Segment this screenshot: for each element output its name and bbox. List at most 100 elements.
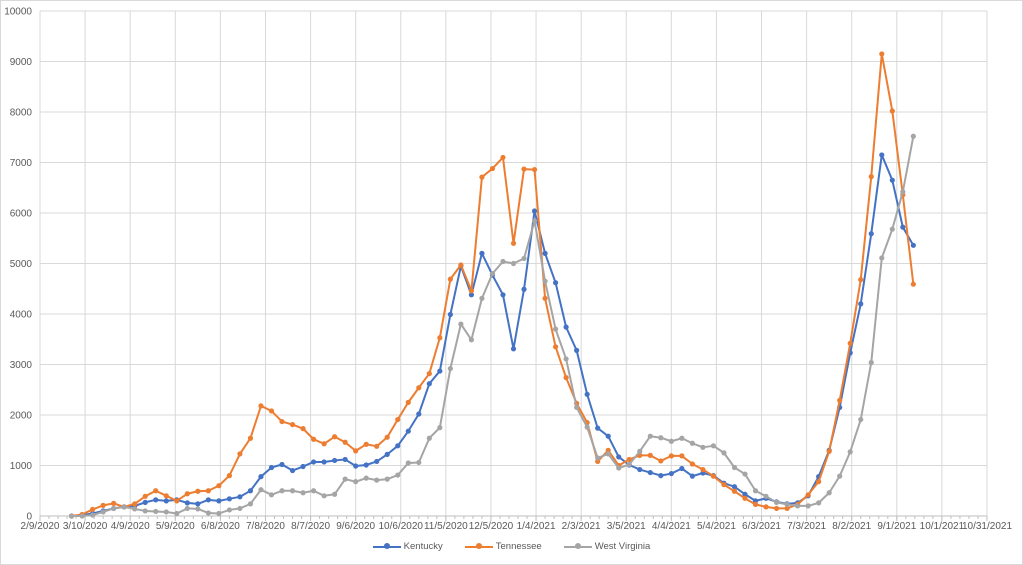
data-point — [163, 493, 169, 499]
x-tick-label: 10/6/2020 — [379, 521, 424, 532]
data-point — [384, 434, 390, 440]
data-point — [889, 177, 895, 183]
legend-marker — [464, 543, 493, 549]
data-point — [731, 484, 738, 490]
data-point — [647, 469, 653, 476]
legend-label: Kentucky — [403, 541, 443, 552]
data-point — [395, 416, 401, 423]
data-point — [700, 466, 706, 473]
data-point — [479, 250, 485, 256]
data-point — [195, 506, 201, 512]
data-point — [374, 458, 380, 465]
series-line-kentucky — [71, 153, 915, 517]
y-tick-label: 9000 — [10, 57, 33, 68]
data-point — [679, 453, 685, 459]
data-point — [195, 488, 201, 494]
data-point — [163, 498, 169, 504]
data-point — [353, 479, 359, 485]
data-point — [763, 504, 769, 510]
data-point — [468, 292, 475, 298]
y-tick-label: 3000 — [10, 360, 33, 371]
data-point — [563, 356, 569, 362]
data-point — [79, 513, 85, 519]
data-point — [868, 359, 874, 366]
data-point — [174, 510, 180, 517]
data-point — [468, 288, 475, 294]
data-point — [468, 337, 475, 343]
data-point — [668, 453, 674, 459]
data-point — [773, 499, 780, 505]
data-point — [584, 424, 590, 430]
data-point — [216, 498, 222, 504]
data-point — [826, 490, 832, 496]
data-point — [395, 443, 401, 449]
data-point — [111, 500, 117, 506]
legend-marker — [563, 543, 592, 549]
x-tick-label: 2/9/2020 — [21, 521, 60, 532]
data-point — [847, 340, 853, 346]
data-point — [773, 505, 780, 512]
x-tick-label: 1/4/2021 — [517, 521, 556, 532]
data-point — [531, 218, 538, 224]
x-tick-label: 4/9/2020 — [111, 521, 150, 532]
data-point — [858, 416, 864, 423]
data-point — [837, 397, 843, 403]
data-point — [142, 493, 148, 499]
data-point — [784, 501, 790, 507]
data-point — [689, 473, 695, 479]
data-point — [574, 347, 580, 353]
data-point — [858, 301, 864, 307]
data-point — [584, 391, 590, 397]
data-point — [237, 505, 243, 512]
data-point — [574, 404, 580, 411]
data-point — [142, 499, 148, 505]
data-point — [752, 488, 759, 494]
data-point — [216, 510, 222, 517]
data-point — [510, 240, 517, 246]
data-point — [279, 488, 285, 494]
data-point — [90, 512, 96, 518]
data-point — [226, 507, 232, 513]
data-point — [731, 488, 738, 494]
x-tick-label: 10/31/2021 — [962, 521, 1012, 532]
data-point — [689, 461, 695, 467]
data-point — [447, 311, 453, 318]
data-point — [689, 440, 695, 446]
data-point — [184, 505, 190, 512]
data-point — [258, 474, 264, 480]
data-point — [458, 262, 464, 268]
data-point — [816, 500, 822, 506]
x-tick-label: 5/9/2020 — [156, 521, 195, 532]
data-point — [542, 250, 548, 256]
data-point — [405, 399, 411, 405]
data-point — [521, 255, 527, 262]
y-tick-label: 5000 — [10, 259, 33, 270]
data-point — [847, 449, 853, 455]
y-tick-label: 4000 — [10, 310, 33, 321]
legend-marker — [372, 543, 401, 549]
data-point — [889, 108, 895, 114]
x-tick-label: 3/10/2020 — [63, 521, 108, 532]
data-point — [437, 368, 443, 374]
x-tick-label: 12/5/2020 — [469, 521, 514, 532]
data-point — [742, 495, 748, 501]
data-point — [868, 174, 874, 180]
y-tick-label: 1000 — [10, 461, 33, 472]
series-line-west-virginia — [71, 136, 915, 517]
data-point — [563, 375, 569, 381]
data-point — [595, 455, 601, 461]
y-tick-label: 7000 — [10, 158, 33, 169]
data-point — [637, 448, 643, 454]
data-point — [500, 154, 506, 161]
data-point — [910, 281, 916, 287]
data-point — [858, 277, 864, 283]
data-point — [752, 501, 759, 507]
data-point — [795, 503, 801, 509]
data-point — [90, 506, 96, 513]
data-point — [805, 492, 811, 498]
data-point — [658, 435, 664, 441]
data-point — [668, 438, 674, 444]
data-point — [521, 166, 527, 172]
data-point — [437, 425, 443, 431]
data-point — [258, 487, 264, 493]
